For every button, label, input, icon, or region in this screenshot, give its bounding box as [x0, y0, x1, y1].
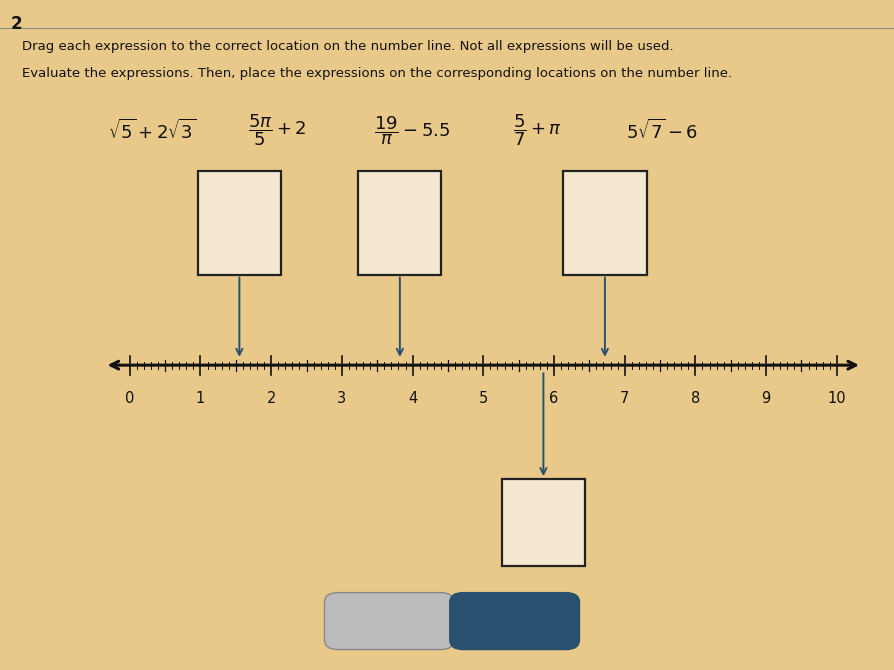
Text: 10: 10	[827, 391, 845, 405]
Text: 7: 7	[620, 391, 628, 405]
Text: Drag each expression to the correct location on the number line. Not all express: Drag each expression to the correct loca…	[22, 40, 673, 53]
FancyBboxPatch shape	[358, 171, 441, 275]
Text: 6: 6	[549, 391, 558, 405]
Text: Evaluate the expressions. Then, place the expressions on the corresponding locat: Evaluate the expressions. Then, place th…	[22, 67, 731, 80]
Text: Next: Next	[494, 614, 534, 628]
FancyBboxPatch shape	[502, 479, 585, 566]
FancyBboxPatch shape	[198, 171, 281, 275]
Text: 2: 2	[266, 391, 275, 405]
Text: 5: 5	[478, 391, 487, 405]
FancyBboxPatch shape	[562, 171, 645, 275]
Text: $\dfrac{5}{7} + \pi$: $\dfrac{5}{7} + \pi$	[512, 113, 561, 149]
Text: Reset: Reset	[368, 614, 409, 628]
Text: $\dfrac{19}{\pi} - 5.5$: $\dfrac{19}{\pi} - 5.5$	[373, 115, 450, 147]
FancyBboxPatch shape	[449, 593, 579, 650]
Text: 1: 1	[196, 391, 205, 405]
Text: $\dfrac{5\pi}{5} + 2$: $\dfrac{5\pi}{5} + 2$	[248, 113, 307, 149]
Text: 9: 9	[761, 391, 770, 405]
Text: 0: 0	[125, 391, 134, 405]
Text: $\sqrt{5} + 2\sqrt{3}$: $\sqrt{5} + 2\sqrt{3}$	[108, 119, 196, 143]
FancyBboxPatch shape	[324, 593, 454, 650]
Text: 3: 3	[337, 391, 346, 405]
Text: $5\sqrt{7} - 6$: $5\sqrt{7} - 6$	[626, 119, 697, 143]
Text: 4: 4	[408, 391, 417, 405]
Text: 8: 8	[690, 391, 699, 405]
Text: 2: 2	[11, 15, 22, 33]
